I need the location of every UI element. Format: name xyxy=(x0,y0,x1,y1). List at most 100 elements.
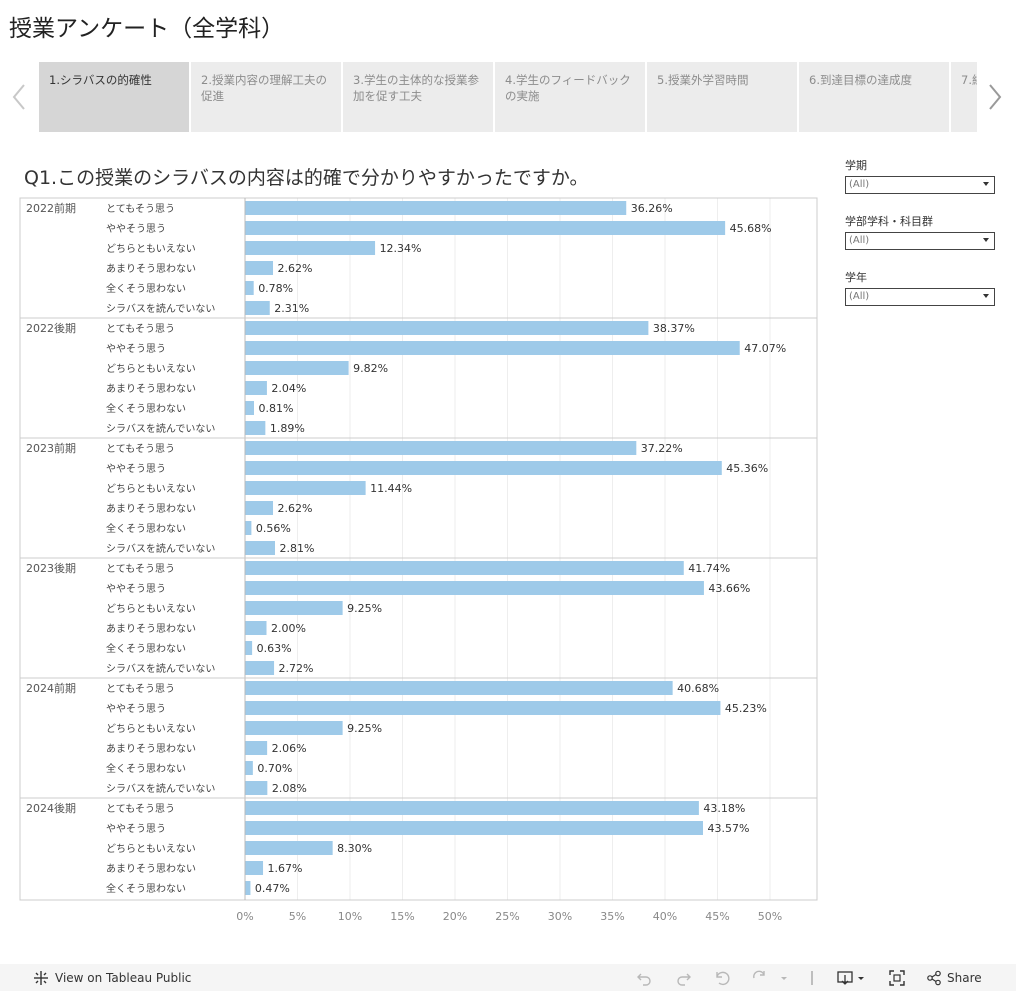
story-tab-7[interactable]: 7.総 xyxy=(951,62,977,132)
category-label: とてもそう思う xyxy=(106,203,175,215)
bar xyxy=(245,701,721,715)
category-label: シラバスを読んでいない xyxy=(106,662,215,675)
category-label: とてもそう思う xyxy=(106,443,175,455)
data-label: 12.34% xyxy=(380,242,422,255)
data-label: 9.82% xyxy=(353,362,388,375)
data-label: 0.70% xyxy=(257,762,292,775)
data-label: 45.23% xyxy=(725,702,767,715)
bar xyxy=(245,581,704,595)
data-label: 1.89% xyxy=(270,422,305,435)
category-label: 全くそう思わない xyxy=(106,642,186,655)
period-label: 2022前期 xyxy=(26,201,76,215)
filter-term-select[interactable]: (All) xyxy=(845,176,995,194)
download-icon[interactable] xyxy=(836,969,868,987)
bar xyxy=(245,541,276,555)
refresh-icon[interactable] xyxy=(751,969,791,987)
data-label: 2.31% xyxy=(274,302,309,315)
tab-scroll-left-icon[interactable] xyxy=(10,82,30,112)
bar xyxy=(245,241,376,255)
data-label: 43.57% xyxy=(707,822,749,835)
data-label: 1.67% xyxy=(268,862,303,875)
x-tick-label: 35% xyxy=(600,910,624,923)
view-on-tableau-link[interactable]: View on Tableau Public xyxy=(33,970,191,986)
data-label: 2.08% xyxy=(272,782,307,795)
filter-department-select[interactable]: (All) xyxy=(845,232,995,250)
story-tab-6[interactable]: 6.到達目標の達成度 xyxy=(799,62,949,132)
bar xyxy=(245,861,264,875)
filter-year-select[interactable]: (All) xyxy=(845,288,995,306)
filter-label: 学部学科・科目群 xyxy=(845,215,933,228)
bar xyxy=(245,201,627,215)
category-label: あまりそう思わない xyxy=(106,623,196,635)
bar xyxy=(245,561,684,575)
filter-value: (All) xyxy=(849,291,870,302)
data-label: 2.04% xyxy=(271,382,306,395)
category-label: とてもそう思う xyxy=(106,683,175,695)
data-label: 2.62% xyxy=(278,502,313,515)
bar xyxy=(245,461,722,475)
category-label: あまりそう思わない xyxy=(106,863,196,875)
category-label: あまりそう思わない xyxy=(106,503,196,515)
x-tick-label: 40% xyxy=(653,910,677,923)
filter-term: 学期 (All) xyxy=(845,157,995,194)
bar xyxy=(245,761,253,775)
data-label: 2.06% xyxy=(272,742,307,755)
data-label: 0.78% xyxy=(258,282,293,295)
bar xyxy=(245,661,275,675)
x-tick-label: 0% xyxy=(236,910,253,923)
data-label: 0.56% xyxy=(256,522,291,535)
category-label: ややそう思う xyxy=(106,583,166,595)
x-tick-label: 30% xyxy=(548,910,572,923)
category-label: ややそう思う xyxy=(106,703,166,715)
tableau-logo-icon xyxy=(34,971,48,985)
story-tab-3[interactable]: 3.学生の主体的な授業参加を促す工夫 xyxy=(343,62,493,132)
tab-scroll-right-icon[interactable] xyxy=(985,82,1005,112)
data-label: 0.81% xyxy=(259,402,294,415)
category-label: 全くそう思わない xyxy=(106,282,186,295)
data-label: 47.07% xyxy=(744,342,786,355)
share-button[interactable]: Share xyxy=(926,970,982,986)
data-label: 36.26% xyxy=(631,202,673,215)
bar xyxy=(245,381,267,395)
data-label: 2.00% xyxy=(271,622,306,635)
category-label: どちらともいえない xyxy=(106,603,196,615)
period-label: 2024前期 xyxy=(26,681,76,695)
story-tab-5[interactable]: 5.授業外学習時間 xyxy=(647,62,797,132)
chevron-down-icon xyxy=(983,238,989,242)
category-label: どちらともいえない xyxy=(106,243,196,255)
bar xyxy=(245,261,274,275)
data-label: 9.25% xyxy=(347,602,382,615)
story-tab-1[interactable]: 1.シラバスの的確性 xyxy=(39,62,189,132)
data-label: 37.22% xyxy=(641,442,683,455)
bar xyxy=(245,521,252,535)
period-label: 2024後期 xyxy=(26,801,76,815)
x-tick-label: 15% xyxy=(390,910,414,923)
x-tick-label: 10% xyxy=(338,910,362,923)
category-label: 全くそう思わない xyxy=(106,402,186,415)
category-label: どちらともいえない xyxy=(106,363,196,375)
share-label: Share xyxy=(947,971,982,985)
story-tab-2[interactable]: 2.授業内容の理解工夫の促進 xyxy=(191,62,341,132)
chart-frame xyxy=(19,197,818,901)
redo-icon[interactable] xyxy=(675,969,693,987)
bar xyxy=(245,321,649,335)
category-label: ややそう思う xyxy=(106,463,166,475)
undo-icon[interactable] xyxy=(635,969,653,987)
category-label: 全くそう思わない xyxy=(106,882,186,895)
bar xyxy=(245,441,637,455)
category-label: ややそう思う xyxy=(106,343,166,355)
data-label: 0.47% xyxy=(255,882,290,895)
category-label: 全くそう思わない xyxy=(106,762,186,775)
data-label: 43.66% xyxy=(708,582,750,595)
fullscreen-icon[interactable] xyxy=(888,969,906,987)
bar xyxy=(245,401,255,415)
tableau-toolbar: View on Tableau Public Share xyxy=(0,964,1016,991)
data-label: 8.30% xyxy=(337,842,372,855)
bar xyxy=(245,881,251,895)
revert-icon[interactable] xyxy=(713,969,731,987)
data-label: 9.25% xyxy=(347,722,382,735)
x-tick-label: 20% xyxy=(443,910,467,923)
bar xyxy=(245,421,266,435)
story-tab-4[interactable]: 4.学生のフィードバックの実施 xyxy=(495,62,645,132)
period-label: 2022後期 xyxy=(26,321,76,335)
